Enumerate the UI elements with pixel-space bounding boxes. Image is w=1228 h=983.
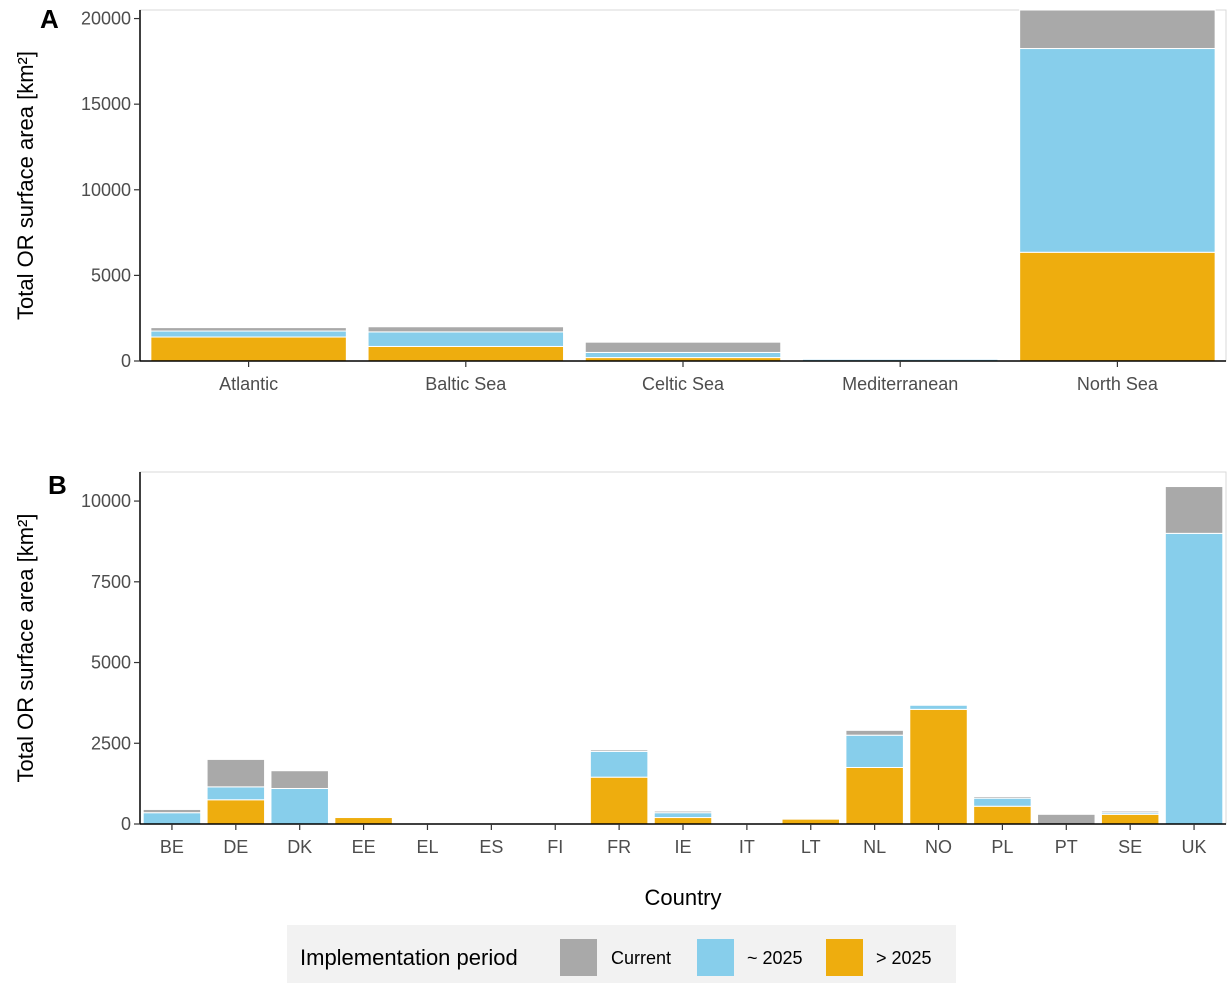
bar-de-current (206, 758, 266, 788)
y-tick-label: 15000 (81, 94, 131, 114)
x-tick-label-be: BE (160, 837, 184, 857)
panel-b: 0 2500 5000 7500 10000 BE DE DK EE EL ES FI FR IE IT LT… (13, 470, 1227, 910)
bar-ie-2025 (653, 817, 713, 825)
bar-nl-2025 (845, 734, 904, 768)
x-ticks: Atlantic Baltic Sea Celtic Sea Mediterranea… (219, 361, 1159, 394)
bar-ie-current (653, 810, 713, 814)
bar-ie-2025 (653, 812, 713, 819)
legend: Implementation period Current ~ 2025 > 2025 (287, 925, 956, 983)
x-tick-label-pl: PL (991, 837, 1013, 857)
panel-label: A (40, 4, 59, 34)
y-tick-label: 2500 (91, 733, 131, 753)
x-tick-label-es: ES (479, 837, 503, 857)
bar-pl-2025 (973, 797, 1032, 807)
y-ticks: 0 2500 5000 7500 10000 (81, 491, 140, 834)
bar-se-current (1100, 810, 1160, 814)
bar-de-2025 (206, 786, 266, 801)
bar-atlantic-2025 (150, 336, 347, 362)
bar-dk-2025 (270, 787, 329, 825)
legend-label-2025: > 2025 (876, 948, 932, 968)
bar-celtic-sea-2025 (584, 351, 782, 359)
bars (150, 9, 1216, 362)
x-tick-label-uk: UK (1182, 837, 1207, 857)
bar-north-sea-2025 (1019, 251, 1216, 362)
bar-atlantic-2025 (150, 330, 347, 338)
y-axis-title: Total OR surface area [km²] (13, 51, 38, 320)
bar-fr-2025 (589, 750, 649, 778)
x-tick-label-fi: FI (547, 837, 563, 857)
bar-fr-2025 (589, 776, 649, 825)
x-tick-label-no: NO (925, 837, 952, 857)
bar-celtic-sea-current (584, 341, 782, 353)
legend-title: Implementation period (300, 945, 518, 970)
legend-key-current (560, 939, 597, 976)
x-tick-label-north-sea: North Sea (1077, 374, 1159, 394)
y-tick-label: 7500 (91, 572, 131, 592)
bar-nl-2025 (845, 766, 904, 825)
bar-no-current (909, 704, 968, 706)
bar-pt-current (1037, 813, 1096, 825)
y-ticks: 0 5000 10000 15000 20000 (81, 9, 140, 371)
y-tick-label: 5000 (91, 653, 131, 673)
bar-pl-current (973, 796, 1032, 799)
x-tick-label-mediterranean: Mediterranean (842, 374, 958, 394)
y-tick-label: 10000 (81, 491, 131, 511)
y-tick-label: 20000 (81, 9, 131, 29)
x-tick-label-pt: PT (1055, 837, 1078, 857)
x-tick-label-it: IT (739, 837, 755, 857)
x-ticks: BE DE DK EE EL ES FI FR IE IT LT NL NO PL PT SE UK (160, 824, 1207, 857)
bar-ee-2025 (334, 817, 393, 825)
bar-north-sea-current (1019, 9, 1216, 50)
x-tick-label-dk: DK (287, 837, 312, 857)
x-tick-label-el: EL (416, 837, 438, 857)
bar-fr-current (589, 749, 649, 752)
bar-se-2025 (1100, 813, 1160, 825)
legend-key-2025 (826, 939, 863, 976)
x-tick-label-celtic-sea: Celtic Sea (642, 374, 725, 394)
panel-a: 0 5000 10000 15000 20000 Atlantic Baltic Sea Ce… (13, 4, 1227, 394)
bar-no-2025 (909, 704, 968, 710)
x-tick-label-lt: LT (801, 837, 821, 857)
bar-baltic-sea-2025 (367, 331, 565, 347)
y-tick-label: 0 (121, 814, 131, 834)
bar-baltic-sea-current (367, 326, 565, 333)
bar-pl-2025 (973, 805, 1032, 825)
legend-label-2025: ~ 2025 (747, 948, 803, 968)
x-tick-label-atlantic: Atlantic (219, 374, 278, 394)
y-axis-title: Total OR surface area [km²] (13, 514, 38, 783)
bar-be-2025 (142, 812, 202, 825)
x-tick-label-de: DE (223, 837, 248, 857)
bar-de-2025 (206, 799, 266, 825)
bar-dk-current (270, 770, 329, 789)
bar-nl-current (845, 729, 904, 736)
panel-label: B (48, 470, 67, 500)
bar-north-sea-2025 (1019, 48, 1216, 253)
bar-be-current (142, 808, 202, 814)
legend-label-current: Current (611, 948, 671, 968)
bar-uk-2025 (1164, 532, 1224, 825)
y-tick-label: 5000 (91, 265, 131, 285)
x-tick-label-baltic-sea: Baltic Sea (425, 374, 507, 394)
x-tick-label-ee: EE (352, 837, 376, 857)
bar-atlantic-current (150, 327, 347, 332)
bar-no-2025 (909, 708, 968, 825)
legend-key-2025 (697, 939, 734, 976)
x-tick-label-ie: IE (674, 837, 691, 857)
x-tick-label-se: SE (1118, 837, 1142, 857)
bar-baltic-sea-2025 (367, 345, 565, 362)
x-axis-title: Country (644, 885, 721, 910)
y-tick-label: 10000 (81, 180, 131, 200)
bar-uk-current (1164, 486, 1224, 534)
x-tick-label-nl: NL (863, 837, 886, 857)
bars (142, 486, 1224, 825)
y-tick-label: 0 (121, 351, 131, 371)
x-tick-label-fr: FR (607, 837, 631, 857)
